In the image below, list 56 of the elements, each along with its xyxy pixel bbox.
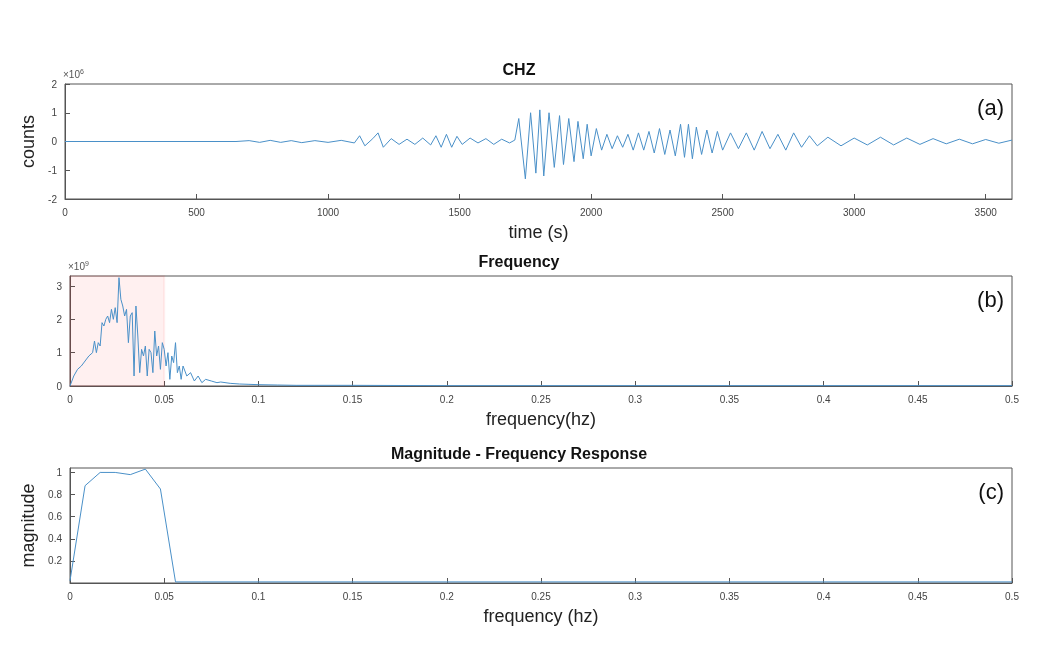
x-tick-label: 3000: [843, 206, 866, 218]
x-tick-label: 0: [67, 590, 74, 602]
x-tick-label: 3500: [974, 206, 998, 218]
y-tick-label: 0.6: [48, 511, 63, 523]
x-tick-label: 1000: [316, 206, 340, 218]
y-axis-title: counts: [18, 114, 39, 169]
x-tick-label: 0.3: [628, 393, 643, 405]
y-tick-label: 0: [51, 136, 58, 147]
y-tick-label: 2: [56, 313, 63, 325]
x-tick-label: 0.15: [342, 393, 363, 405]
y-tick-label: 3: [56, 280, 63, 292]
x-tick-label: 0.4: [816, 393, 831, 405]
y-axis-title: magnitude: [18, 483, 39, 568]
x-tick-label: 0.2: [439, 393, 455, 405]
y-tick-label: 0.8: [48, 489, 63, 501]
x-tick-label: 0.5: [1005, 590, 1020, 602]
y-tick-label: 0.2: [48, 555, 63, 567]
x-axis-title: frequency (hz): [483, 606, 599, 626]
x-tick-label: 0.2: [439, 590, 455, 602]
y-tick-label: 1: [56, 466, 63, 478]
chart-title: Frequency: [478, 252, 560, 270]
x-tick-label: 500: [188, 206, 206, 218]
annotation: (a): [977, 94, 1004, 120]
x-tick-label: 0.15: [342, 590, 363, 602]
y-tick-label: -2: [48, 193, 58, 205]
x-tick-label: 0.5: [1005, 393, 1020, 405]
y-tick-label: 1: [56, 347, 63, 359]
y-tick-label: 0: [56, 380, 63, 392]
chart-title: Magnitude - Frequency Response: [390, 444, 648, 462]
x-tick-label: 0.4: [816, 590, 831, 602]
x-tick-label: 0.35: [719, 590, 740, 602]
x-tick-label: 0.05: [154, 393, 175, 405]
x-tick-label: 0.05: [154, 590, 175, 602]
x-axis-title: time (s): [508, 222, 569, 242]
line-series: [69, 468, 1013, 583]
x-tick-label: 0: [67, 393, 74, 405]
x-tick-label: 0.3: [628, 590, 643, 602]
line-series: [69, 277, 1013, 387]
x-axis-title: frequency(hz): [485, 409, 597, 429]
x-tick-label: 2500: [711, 206, 735, 218]
y-tick-label: 0.4: [48, 533, 63, 545]
y-tick-label: -1: [48, 164, 58, 176]
x-tick-label: 0.25: [531, 393, 552, 405]
y-tick-label: 1: [51, 107, 58, 119]
annotation: (b): [977, 286, 1004, 312]
annotation: (c): [978, 478, 1004, 504]
x-tick-label: 1500: [448, 206, 472, 218]
x-tick-label: 0.35: [719, 393, 740, 405]
x-tick-label: 0.45: [908, 590, 928, 602]
chart-title: CHZ: [502, 60, 536, 78]
x-tick-label: 0.1: [251, 590, 266, 602]
x-tick-label: 0.45: [908, 393, 928, 405]
x-tick-label: 2000: [579, 206, 603, 218]
x-tick-label: 0.25: [531, 590, 552, 602]
y-tick-label: 2: [51, 78, 58, 90]
x-tick-label: 0.1: [251, 393, 266, 405]
